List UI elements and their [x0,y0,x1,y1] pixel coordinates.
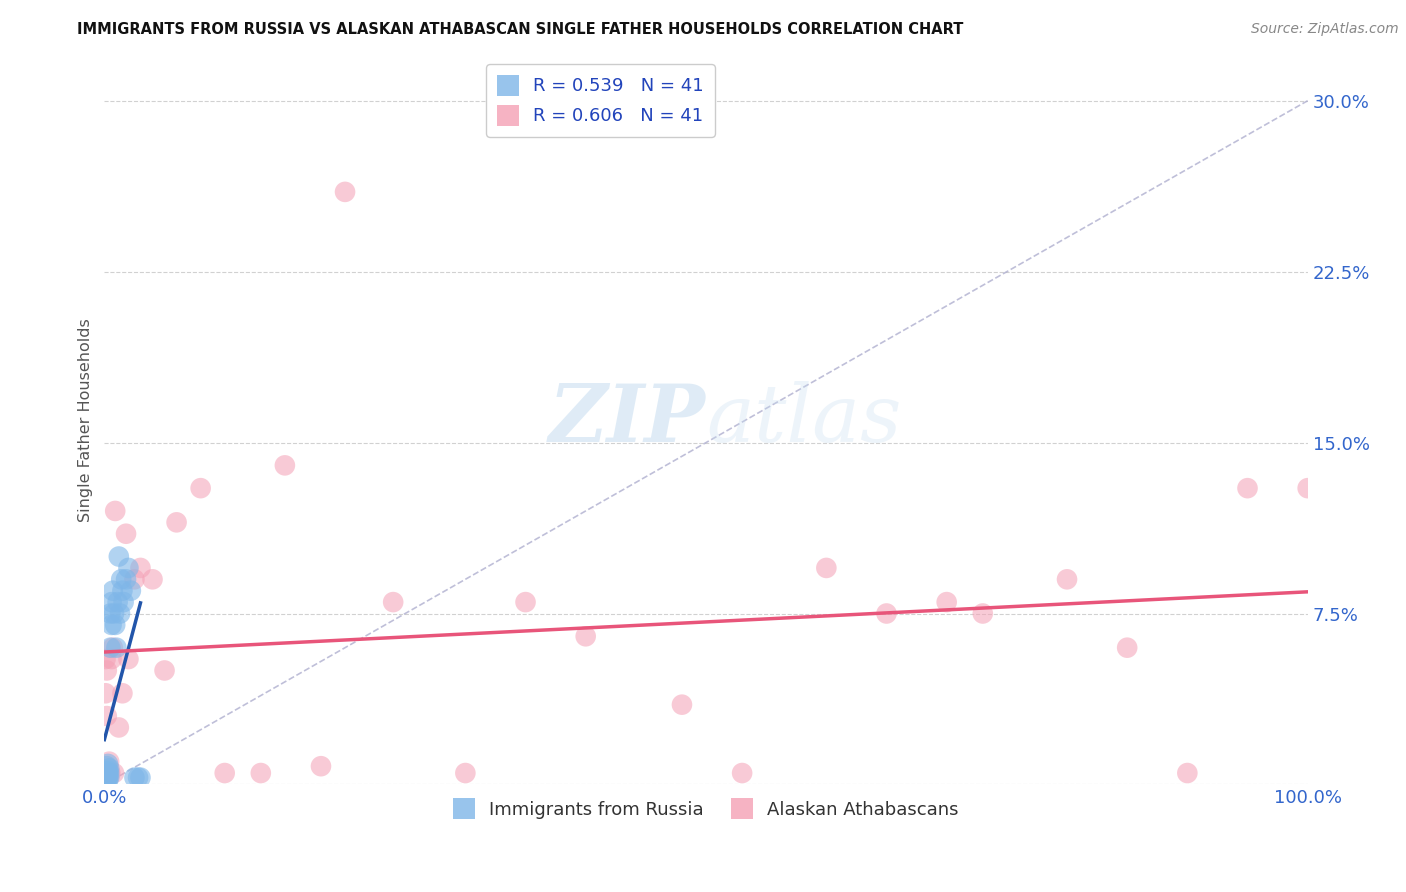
Point [1236,481,1258,495]
Text: IMMIGRANTS FROM RUSSIA VS ALASKAN ATHABASCAN SINGLE FATHER HOUSEHOLDS CORRELATIO: IMMIGRANTS FROM RUSSIA VS ALASKAN ATHABA… [77,22,963,37]
Point [1175,766,1198,780]
Point [190,481,212,495]
Point [1116,640,1139,655]
Point [1296,481,1319,495]
Point [515,595,537,609]
Point [97,766,120,780]
Point [104,504,127,518]
Point [98,766,121,780]
Point [94,686,117,700]
Point [876,607,898,621]
Point [97,764,120,778]
Point [108,607,131,621]
Point [333,185,356,199]
Legend: Immigrants from Russia, Alaskan Athabascans: Immigrants from Russia, Alaskan Athabasc… [446,791,966,827]
Text: Source: ZipAtlas.com: Source: ZipAtlas.com [1251,22,1399,37]
Point [166,516,188,530]
Point [108,721,131,735]
Point [100,607,122,621]
Point [96,766,118,780]
Point [117,561,139,575]
Point [141,572,163,586]
Point [100,595,122,609]
Point [124,771,146,785]
Point [97,766,120,780]
Point [96,771,118,785]
Point [98,771,121,785]
Point [97,772,120,787]
Point [249,766,271,780]
Point [100,640,122,655]
Point [115,526,138,541]
Point [94,771,117,785]
Point [112,595,135,609]
Point [110,572,132,586]
Point [1056,572,1078,586]
Point [815,561,838,575]
Point [100,652,122,666]
Point [94,766,117,780]
Point [129,561,152,575]
Point [309,759,332,773]
Text: ZIP: ZIP [550,381,706,458]
Point [96,759,118,773]
Point [94,766,117,780]
Point [124,572,146,586]
Point [111,686,134,700]
Point [104,618,127,632]
Point [103,607,125,621]
Point [575,629,598,643]
Text: atlas: atlas [706,381,901,458]
Point [731,766,754,780]
Point [120,583,142,598]
Point [94,771,117,785]
Point [97,771,120,785]
Point [100,618,122,632]
Point [96,768,118,782]
Point [96,709,118,723]
Point [274,458,297,473]
Point [96,664,118,678]
Point [98,755,121,769]
Point [117,652,139,666]
Point [105,640,128,655]
Point [935,595,957,609]
Point [111,583,134,598]
Point [97,756,120,771]
Point [214,766,236,780]
Y-axis label: Single Father Households: Single Father Households [79,318,93,522]
Point [671,698,693,712]
Point [115,572,138,586]
Point [103,766,125,780]
Point [94,764,117,778]
Point [454,766,477,780]
Point [101,640,124,655]
Point [94,772,117,787]
Point [94,652,117,666]
Point [101,583,124,598]
Point [94,768,117,782]
Point [108,549,131,564]
Point [382,595,405,609]
Point [107,595,129,609]
Point [94,772,117,787]
Point [96,772,118,787]
Point [98,762,121,776]
Point [100,766,122,780]
Point [127,771,149,785]
Point [129,771,152,785]
Point [153,664,176,678]
Point [972,607,994,621]
